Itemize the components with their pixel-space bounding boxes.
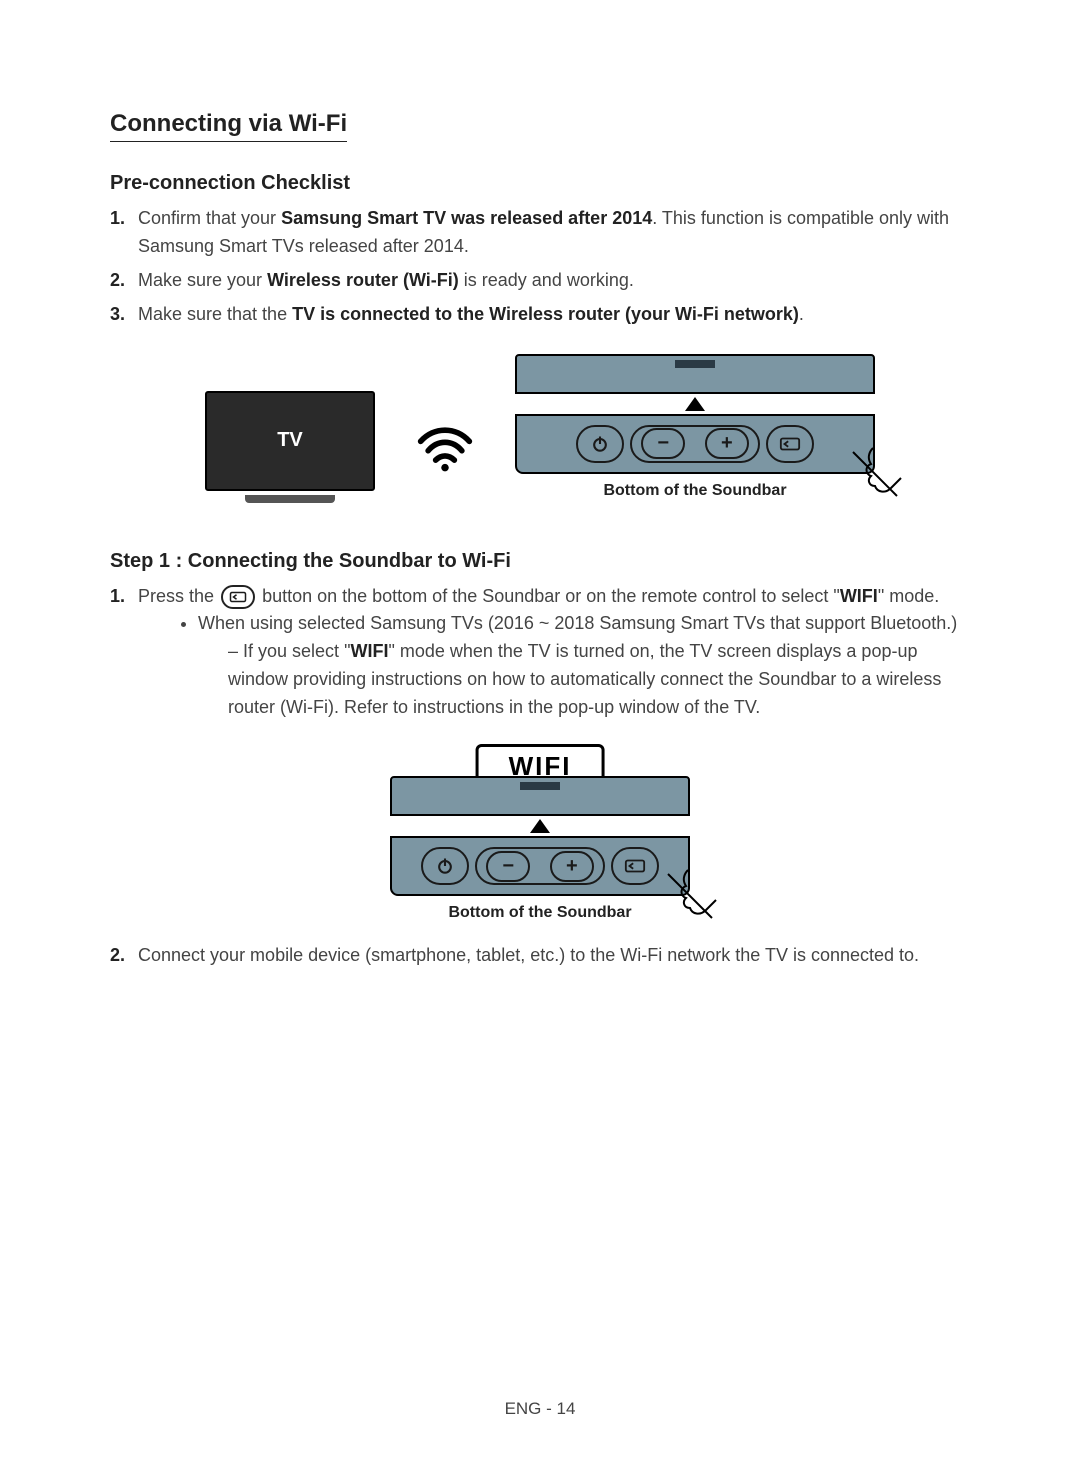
step1-list-cont: 2. Connect your mobile device (smartphon… — [110, 942, 970, 970]
step-item: 1. Press the button on the bottom of the… — [110, 583, 970, 726]
step1-list: 1. Press the button on the bottom of the… — [110, 583, 970, 726]
power-icon — [421, 847, 469, 885]
checklist: 1. Confirm that your Samsung Smart TV wa… — [110, 205, 970, 329]
item-number: 3. — [110, 301, 128, 329]
section-title: Connecting via Wi-Fi — [110, 110, 347, 142]
page-footer: ENG - 14 — [0, 1399, 1080, 1419]
tv-stand — [245, 495, 335, 503]
soundbar-illustration: −+ — [515, 354, 875, 474]
figure-tv-wifi-soundbar: TV −+ Bottom of the Soundbar — [110, 354, 970, 540]
source-icon — [766, 425, 814, 463]
tv-illustration: TV — [205, 391, 375, 503]
hand-icon — [660, 866, 720, 926]
wifi-icon — [415, 417, 475, 477]
checklist-heading: Pre-connection Checklist — [110, 172, 970, 195]
item-number: 1. — [110, 583, 128, 726]
bullet-item: When using selected Samsung TVs (2016 ~ … — [198, 610, 970, 722]
volume-buttons: −+ — [475, 847, 605, 885]
item-number: 2. — [110, 942, 128, 970]
figure-caption: Bottom of the Soundbar — [448, 904, 631, 922]
source-button-icon — [221, 585, 255, 609]
checklist-item: 1. Confirm that your Samsung Smart TV wa… — [110, 205, 970, 261]
volume-buttons: −+ — [630, 425, 760, 463]
figure-caption: Bottom of the Soundbar — [515, 482, 875, 500]
tv-screen: TV — [205, 391, 375, 491]
power-icon — [576, 425, 624, 463]
checklist-item: 3. Make sure that the TV is connected to… — [110, 301, 970, 329]
source-icon — [611, 847, 659, 885]
checklist-item: 2. Make sure your Wireless router (Wi-Fi… — [110, 267, 970, 295]
step1-heading: Step 1 : Connecting the Soundbar to Wi-F… — [110, 550, 970, 573]
hand-icon — [845, 444, 905, 504]
step-item: 2. Connect your mobile device (smartphon… — [110, 942, 970, 970]
item-number: 1. — [110, 205, 128, 261]
item-number: 2. — [110, 267, 128, 295]
figure-soundbar-wifi: WIFI −+ Bottom of the Soundbar — [110, 776, 970, 942]
soundbar-illustration: WIFI −+ — [390, 776, 690, 896]
dash-item: If you select "WIFI" mode when the TV is… — [228, 638, 970, 722]
